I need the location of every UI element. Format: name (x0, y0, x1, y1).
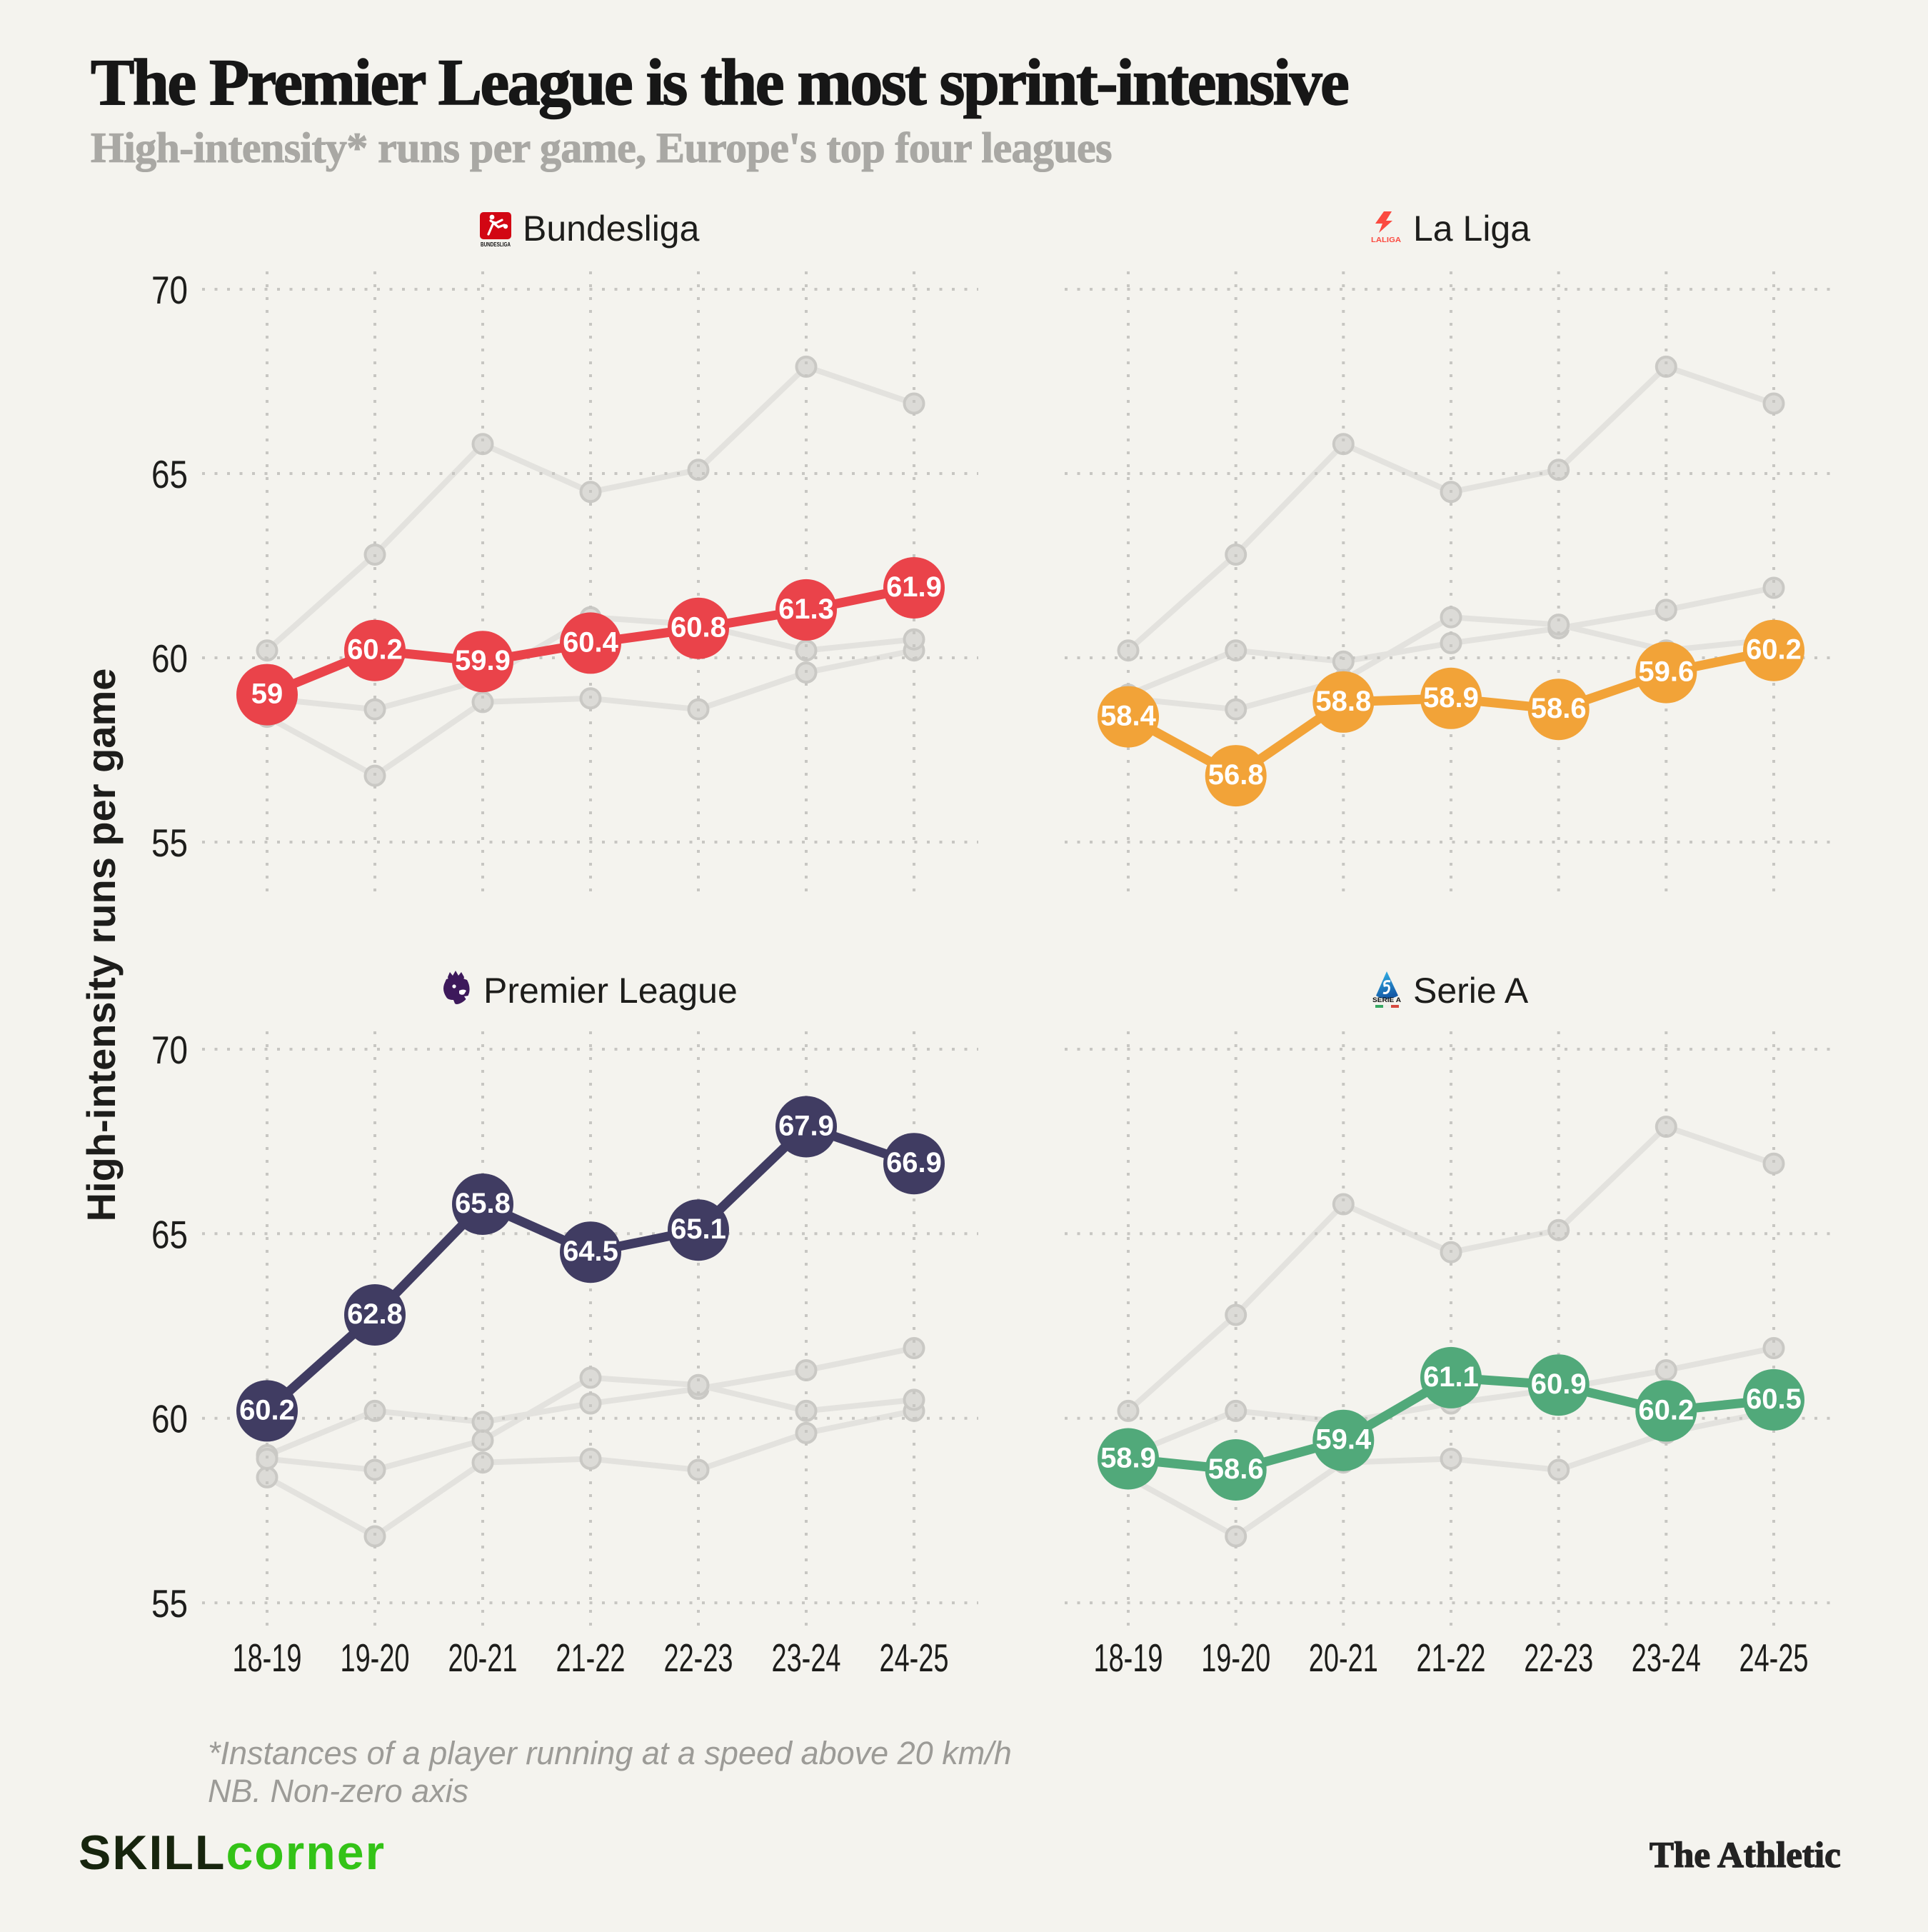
svg-text:60.2: 60.2 (1746, 634, 1802, 666)
svg-text:65: 65 (151, 452, 188, 496)
svg-text:19-20: 19-20 (1201, 1636, 1270, 1680)
svg-text:The Premier League is the most: The Premier League is the most sprint-in… (91, 46, 1348, 119)
svg-text:58.8: 58.8 (1315, 686, 1371, 717)
svg-text:59.4: 59.4 (1315, 1424, 1372, 1456)
svg-text:58.9: 58.9 (1100, 1443, 1156, 1474)
svg-text:SERIE A: SERIE A (1372, 996, 1402, 1003)
svg-text:61.1: 61.1 (1423, 1361, 1479, 1393)
svg-text:66.9: 66.9 (886, 1147, 942, 1178)
svg-text:BUNDESLIGA: BUNDESLIGA (481, 241, 511, 248)
svg-text:60.4: 60.4 (563, 626, 619, 658)
svg-text:70: 70 (151, 1028, 188, 1072)
svg-text:59: 59 (251, 679, 283, 710)
svg-text:23-24: 23-24 (772, 1636, 841, 1680)
svg-text:21-22: 21-22 (1417, 1636, 1486, 1680)
svg-text:High-intensity runs per game: High-intensity runs per game (79, 669, 124, 1222)
svg-text:55: 55 (151, 1581, 188, 1626)
svg-text:20-21: 20-21 (1309, 1636, 1378, 1680)
svg-text:*Instances of a player running: *Instances of a player running at a spee… (208, 1735, 1012, 1771)
svg-text:18-19: 18-19 (1094, 1636, 1163, 1680)
svg-text:23-24: 23-24 (1632, 1636, 1701, 1680)
svg-text:65.8: 65.8 (455, 1188, 511, 1219)
svg-text:58.6: 58.6 (1531, 693, 1587, 724)
svg-text:24-25: 24-25 (1739, 1636, 1809, 1680)
svg-text:La Liga: La Liga (1413, 209, 1530, 249)
svg-text:70: 70 (151, 268, 188, 312)
svg-text:59.6: 59.6 (1638, 656, 1694, 688)
svg-text:61.3: 61.3 (778, 594, 834, 625)
svg-text:LALIGA: LALIGA (1371, 236, 1401, 244)
svg-text:65.1: 65.1 (671, 1213, 726, 1245)
svg-text:60.2: 60.2 (239, 1394, 295, 1426)
svg-text:SKILLcorner: SKILLcorner (79, 1826, 386, 1880)
svg-text:60.2: 60.2 (1638, 1394, 1694, 1426)
svg-text:24-25: 24-25 (880, 1636, 949, 1680)
svg-text:55: 55 (151, 821, 188, 865)
svg-text:61.9: 61.9 (886, 571, 942, 603)
svg-text:60: 60 (151, 636, 188, 681)
svg-text:21-22: 21-22 (556, 1636, 626, 1680)
svg-text:60.2: 60.2 (347, 634, 403, 666)
svg-text:60.8: 60.8 (671, 612, 726, 644)
svg-text:Bundesliga: Bundesliga (523, 209, 700, 249)
svg-text:High-intensity* runs per game,: High-intensity* runs per game, Europe's … (91, 124, 1112, 171)
svg-text:60.9: 60.9 (1531, 1368, 1587, 1400)
svg-text:The Athletic: The Athletic (1650, 1836, 1841, 1876)
svg-text:67.9: 67.9 (778, 1111, 834, 1142)
svg-text:Premier League: Premier League (483, 971, 738, 1011)
svg-text:60: 60 (151, 1397, 188, 1441)
svg-text:59.9: 59.9 (455, 645, 511, 676)
svg-text:58.6: 58.6 (1208, 1453, 1264, 1485)
svg-text:60.5: 60.5 (1746, 1383, 1802, 1415)
svg-text:19-20: 19-20 (341, 1636, 410, 1680)
svg-text:22-23: 22-23 (1524, 1636, 1593, 1680)
svg-text:20-21: 20-21 (448, 1636, 518, 1680)
svg-text:62.8: 62.8 (347, 1298, 403, 1330)
svg-text:22-23: 22-23 (664, 1636, 733, 1680)
svg-text:56.8: 56.8 (1208, 759, 1264, 791)
svg-text:18-19: 18-19 (233, 1636, 302, 1680)
svg-text:64.5: 64.5 (563, 1236, 618, 1267)
svg-text:NB. Non-zero axis: NB. Non-zero axis (208, 1773, 468, 1809)
svg-text:58.9: 58.9 (1423, 682, 1479, 714)
svg-text:58.4: 58.4 (1100, 701, 1157, 732)
svg-text:Serie A: Serie A (1413, 971, 1529, 1011)
svg-text:65: 65 (151, 1212, 188, 1256)
